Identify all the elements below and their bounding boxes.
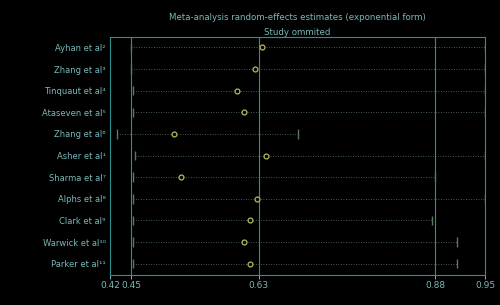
Text: Meta-analysis random-effects estimates (exponential form): Meta-analysis random-effects estimates (… [169,13,426,22]
Text: Study ommited: Study ommited [264,27,330,37]
